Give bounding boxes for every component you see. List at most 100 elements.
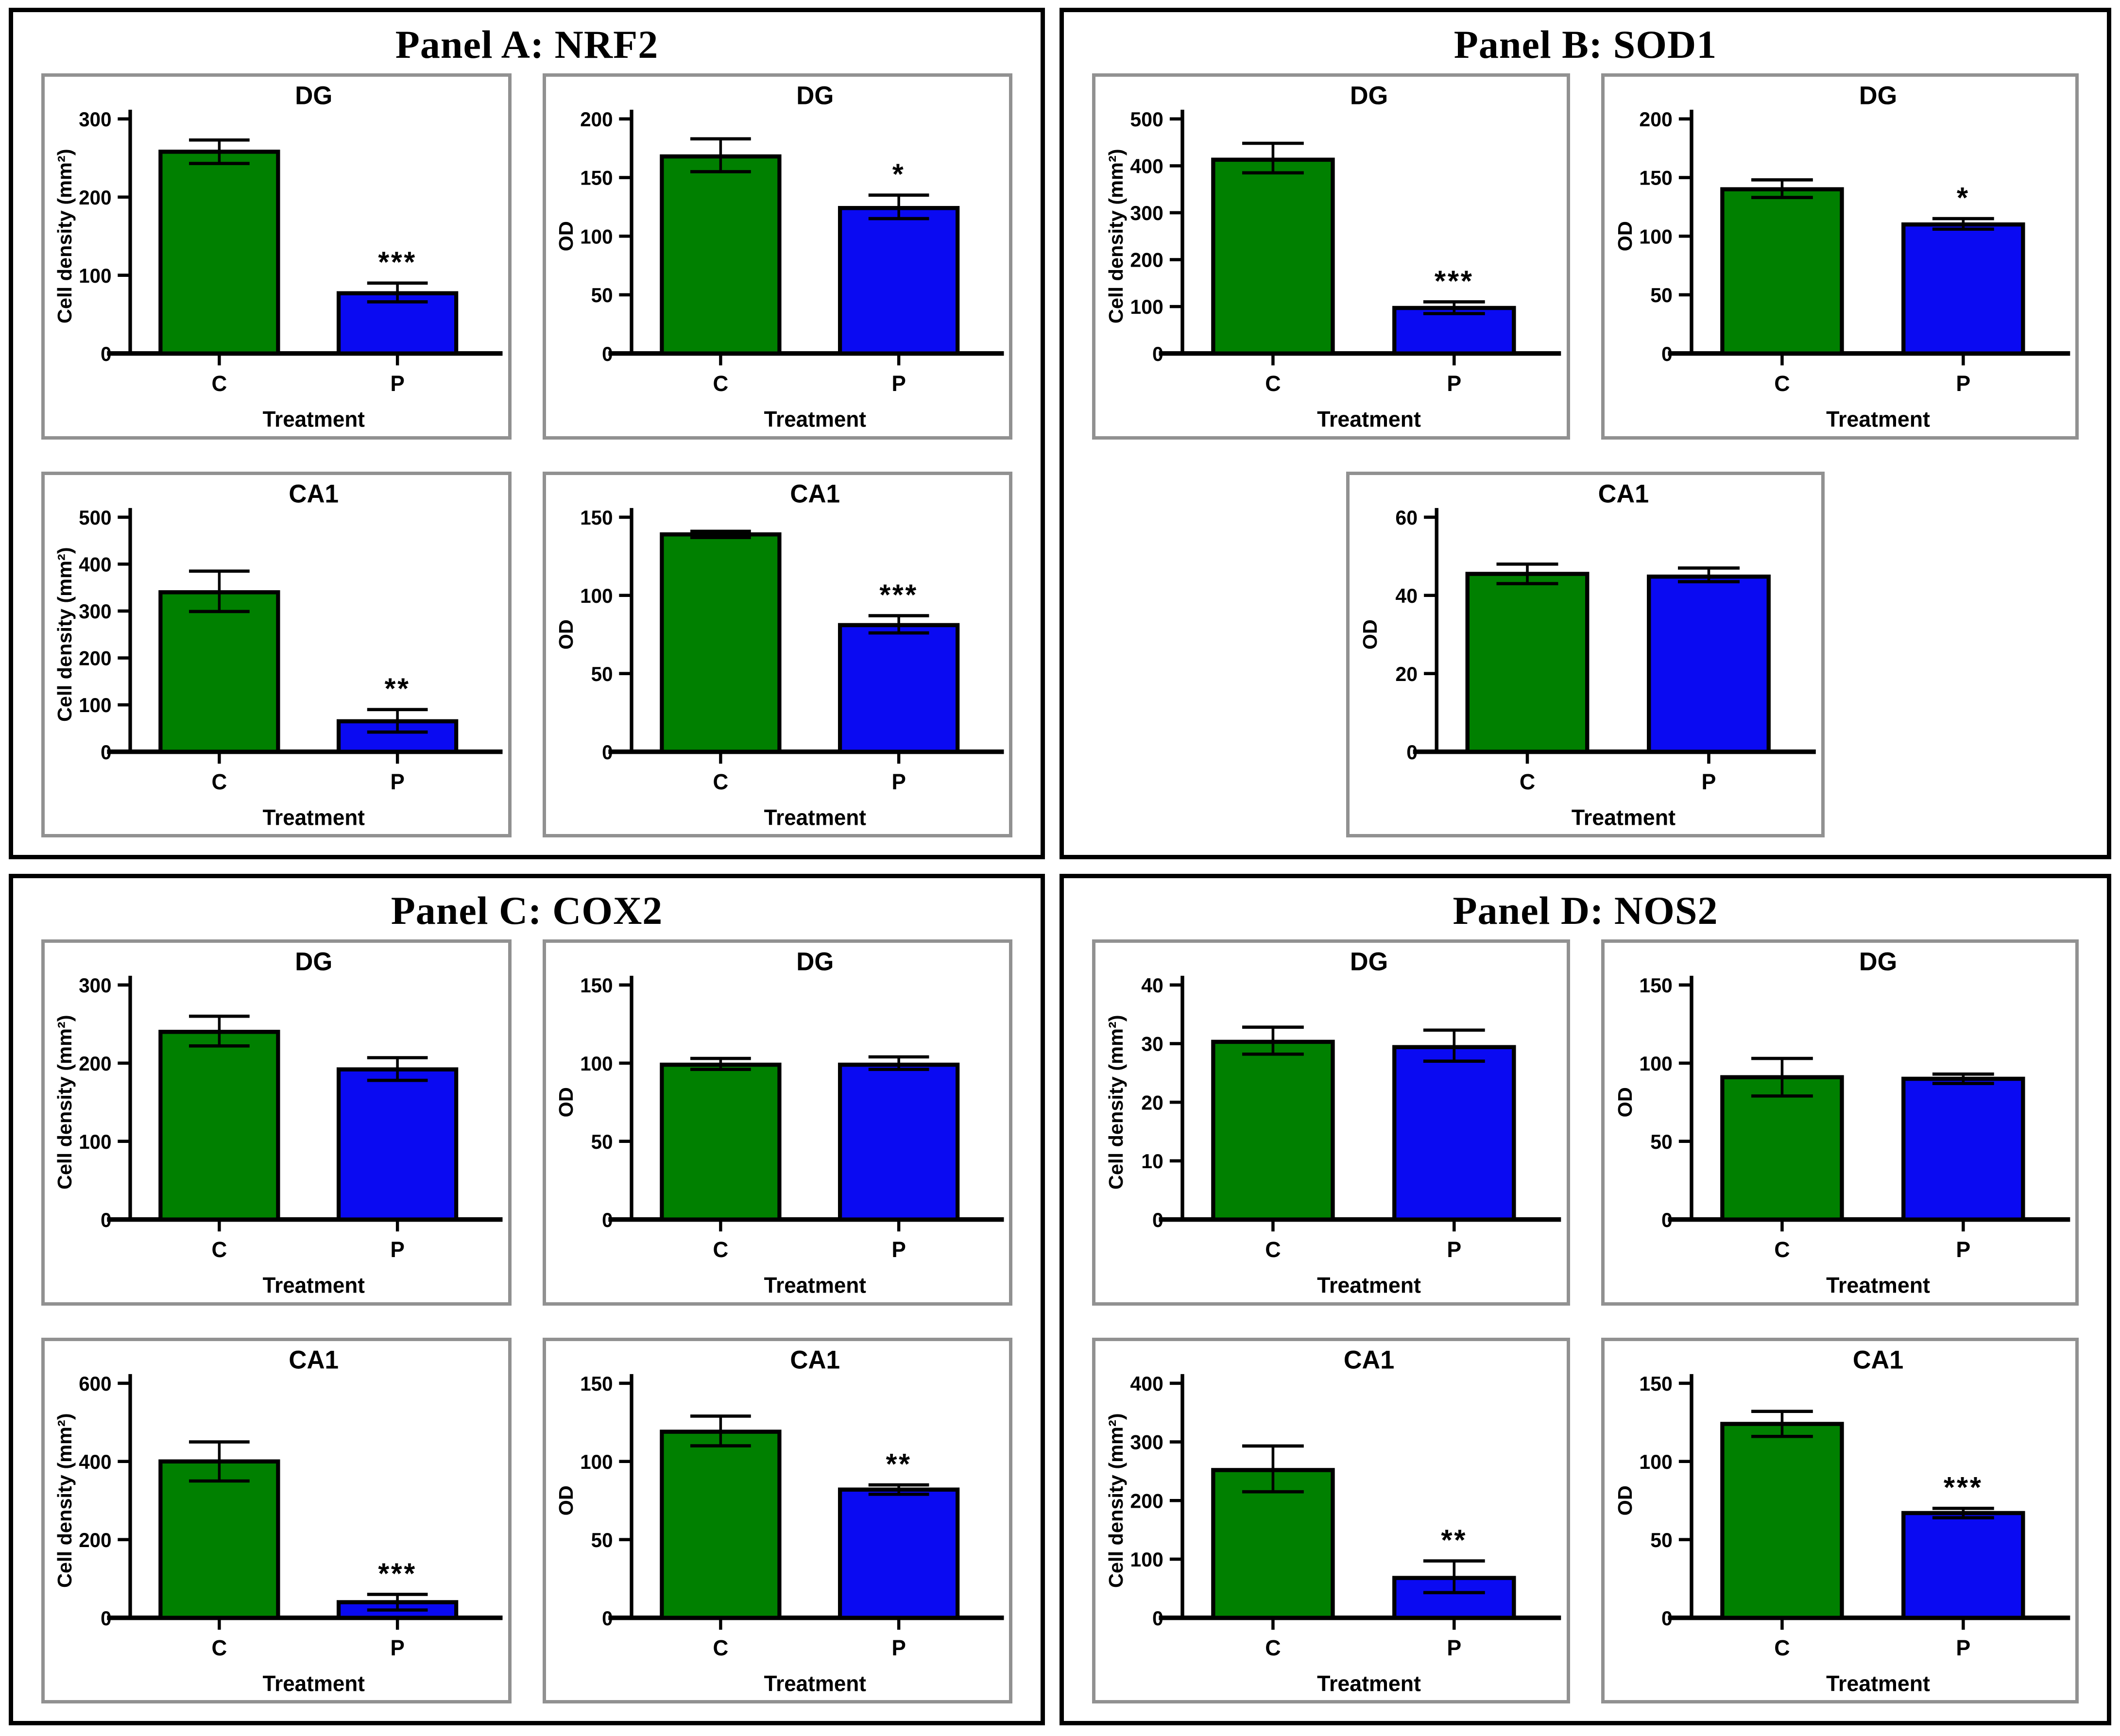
y-tick-label: 0 [101, 342, 111, 365]
bar-control [1720, 1075, 1844, 1222]
sig-stars: * [1956, 181, 1969, 214]
sig-stars: ** [1441, 1523, 1467, 1556]
y-tick-label: 50 [591, 1130, 613, 1153]
chart-title: CA1 [790, 1345, 840, 1374]
bar-treated [1392, 1045, 1516, 1222]
bar-treated [1647, 574, 1771, 754]
x-tick-label: P [390, 1238, 404, 1262]
bar-treated [1901, 1511, 2025, 1620]
bar-control [158, 150, 280, 356]
chart-title: DG [1859, 81, 1897, 110]
panel-d-title: Panel D: NOS2 [1453, 888, 1718, 933]
bar-control [659, 154, 782, 356]
bar-chart-ca1-od: CA1 0 50 100 150 OD C P *** Treatment [1614, 1345, 2070, 1696]
y-tick-label: 500 [1130, 108, 1163, 131]
y-tick-label: 300 [1130, 1431, 1163, 1453]
y-tick-label: 300 [79, 974, 111, 997]
bar-chart-dg-cell-density: DG 0 10 20 30 40 Cell density (mm²) C P Treatment [1105, 947, 1561, 1298]
y-tick-label: 50 [1650, 1131, 1673, 1153]
x-tick-label: C [1774, 371, 1790, 396]
chart-card-b-1: DG 0 100 200 300 400 500 Cell density (mm²) C P **… [1092, 73, 1570, 440]
bar-chart-dg-od: DG 0 50 100 150 OD C P Treatment [1614, 947, 2070, 1298]
chart-title: CA1 [790, 479, 840, 508]
x-tick-label: C [212, 1636, 227, 1660]
bar-treated [1901, 1076, 2025, 1222]
x-axis-title: Treatment [764, 1274, 866, 1298]
chart-card-a-1: DG 0 100 200 300 Cell density (mm²) C P *** Treat… [41, 73, 512, 440]
y-tick-label: 50 [1650, 284, 1673, 306]
chart-card-a-2: DG 0 50 100 150 200 OD C P * Treatment [542, 73, 1012, 440]
x-tick-label: C [1520, 769, 1535, 794]
y-tick-label: 100 [79, 694, 111, 716]
y-axis-title: Cell density (mm²) [54, 1413, 76, 1588]
y-axis-title: OD [555, 221, 577, 251]
x-axis-title: Treatment [263, 1274, 365, 1298]
x-tick-label: P [390, 1636, 404, 1660]
x-axis-title: Treatment [263, 408, 365, 432]
y-tick-label: 150 [1639, 1372, 1672, 1395]
sig-stars: *** [1435, 265, 1474, 297]
x-tick-label: P [1956, 1635, 1970, 1660]
x-tick-label: P [390, 770, 404, 794]
y-tick-label: 60 [1395, 506, 1418, 528]
bar-chart-dg-od: DG 0 50 100 150 OD C P Treatment [555, 948, 1004, 1298]
y-tick-label: 0 [602, 741, 613, 764]
bar-control [158, 590, 280, 754]
y-tick-label: 200 [79, 647, 111, 670]
x-axis-title: Treatment [1826, 407, 1930, 431]
y-axis-title: Cell density (mm²) [1105, 149, 1127, 323]
y-tick-label: 30 [1141, 1033, 1163, 1055]
chart-title: CA1 [289, 479, 339, 508]
sig-stars: ** [886, 1447, 911, 1480]
y-tick-label: 0 [1152, 1209, 1163, 1231]
y-tick-label: 0 [1661, 1607, 1673, 1629]
y-tick-label: 100 [1639, 225, 1672, 248]
x-tick-label: C [1265, 371, 1281, 396]
y-axis-title: OD [555, 619, 577, 649]
x-tick-label: P [1956, 1237, 1970, 1262]
x-tick-label: C [212, 770, 227, 794]
y-tick-label: 300 [79, 108, 111, 131]
y-tick-label: 400 [1130, 1372, 1163, 1395]
sig-stars: * [892, 157, 905, 190]
bar-control [659, 532, 782, 754]
y-tick-label: 200 [79, 1052, 111, 1075]
y-tick-label: 400 [79, 1450, 111, 1473]
y-axis-title: Cell density (mm²) [1105, 1413, 1127, 1588]
y-tick-label: 200 [79, 186, 111, 209]
y-axis-title: OD [1614, 221, 1636, 251]
chart-title: DG [295, 82, 332, 110]
chart-card-c-2: DG 0 50 100 150 OD C P Treatment [542, 939, 1012, 1306]
y-tick-label: 0 [1152, 1607, 1163, 1629]
x-tick-label: C [713, 372, 728, 396]
chart-card-d-3: CA1 0 100 200 300 400 Cell density (mm²) C P ** Tr… [1092, 1337, 1570, 1703]
bar-chart-ca1-od: CA1 0 50 100 150 OD C P *** Treatment [555, 479, 1004, 830]
y-tick-label: 100 [1639, 1450, 1672, 1473]
panel-d: Panel D: NOS2 DG 0 10 20 30 40 Cell density (m… [1060, 874, 2111, 1725]
bar-chart-dg-od: DG 0 50 100 150 200 OD C P * Treatment [1614, 81, 2070, 432]
chart-card-a-3: CA1 0 100 200 300 400 500 Cell density (mm²) C P *… [41, 471, 512, 837]
y-tick-label: 0 [602, 1208, 613, 1231]
y-tick-label: 200 [1130, 249, 1163, 271]
y-tick-label: 0 [1661, 343, 1673, 365]
y-tick-label: 100 [580, 1450, 613, 1473]
y-tick-label: 0 [1152, 343, 1163, 365]
x-tick-label: P [891, 372, 906, 396]
y-tick-label: 150 [580, 167, 613, 189]
y-tick-label: 500 [79, 506, 111, 529]
x-axis-title: Treatment [1826, 1273, 1930, 1297]
y-tick-label: 300 [1130, 202, 1163, 224]
x-tick-label: C [713, 1636, 728, 1660]
bar-treated [1901, 222, 2025, 356]
y-tick-label: 600 [79, 1372, 111, 1395]
y-tick-label: 150 [580, 974, 613, 997]
panel-b-charts: DG 0 100 200 300 400 500 Cell density (mm²) C P **… [1090, 69, 2081, 840]
bar-chart-ca1-od: CA1 0 20 40 60 OD C P Treatment [1359, 479, 1816, 830]
chart-card-d-4: CA1 0 50 100 150 OD C P *** Treatment [1601, 1337, 2079, 1703]
y-tick-label: 50 [591, 663, 613, 685]
y-tick-label: 200 [1639, 108, 1672, 131]
y-tick-label: 50 [591, 284, 613, 307]
bar-treated [336, 1067, 459, 1222]
chart-title: CA1 [1852, 1345, 1903, 1374]
